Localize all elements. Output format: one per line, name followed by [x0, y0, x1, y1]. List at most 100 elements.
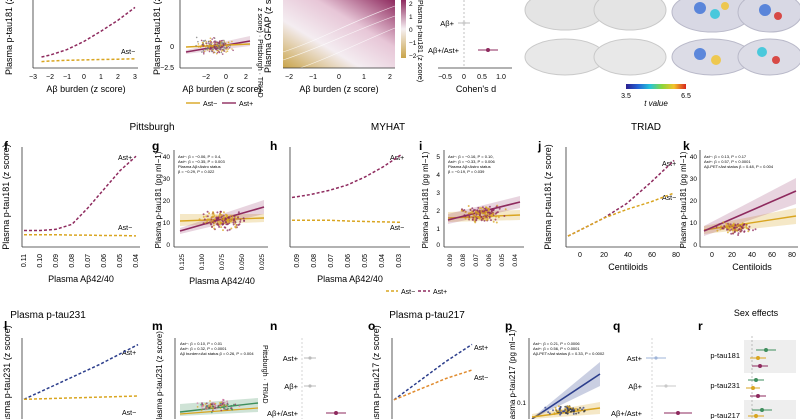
panel-m-point	[201, 402, 203, 405]
panel-k-point	[737, 225, 740, 228]
panel-i-point	[490, 215, 493, 218]
panel-m-point	[224, 408, 227, 411]
panel-i-xtick: 0.07	[473, 254, 480, 267]
panel-p-point	[579, 406, 582, 409]
panel-k-xtick: 0	[710, 252, 714, 259]
panel-p-point	[569, 407, 572, 410]
panel-g-point	[225, 216, 228, 218]
panel-m-point	[225, 404, 228, 407]
panel-d-xtick: 0	[462, 74, 466, 81]
panel-label-f: f	[4, 139, 9, 153]
panel-k-point	[752, 229, 754, 232]
panel-j-xtick: 40	[624, 252, 632, 259]
panel-m-point	[206, 404, 209, 407]
panel-b-point	[200, 39, 203, 42]
brain-grey-2	[593, 0, 667, 31]
panel-i-point	[474, 210, 477, 213]
panel-m-ylabel: Plasma p-tau231 (z score)	[155, 331, 164, 419]
panel-c-xlabel: Aβ burden (z score)	[299, 84, 378, 94]
panel-g-point	[228, 220, 231, 223]
panel-a: Plasma p-tau181 (z Aβ burden (z score) A…	[4, 0, 138, 94]
panel-i-xtick: 0.04	[512, 254, 519, 267]
panel-b-point	[205, 48, 208, 50]
panel-b-point	[197, 46, 200, 48]
panel-g-point	[232, 219, 235, 222]
panel-g-point	[218, 225, 221, 228]
panel-b-point	[216, 44, 218, 47]
panel-g-point	[221, 223, 224, 226]
panel-p-point	[567, 409, 570, 412]
panel-h-xtick: 0.05	[362, 254, 369, 268]
panel-r-point	[756, 394, 760, 398]
panel-i-point	[472, 216, 475, 219]
panel-h: 0.09 0.08 0.07 0.06 0.05 0.04 0.03 Plasm…	[289, 147, 410, 284]
panel-b-point	[209, 44, 211, 46]
panel-e-cbar-min: 3.5	[621, 93, 631, 100]
panel-m-point	[226, 400, 229, 403]
panel-p-ytick: 0.1	[517, 400, 526, 407]
panel-i-point	[484, 206, 487, 209]
panel-m-stat: Aβ burden×Ast status β = 0.26, P = 0.004	[180, 351, 254, 356]
panel-p-point	[554, 406, 557, 409]
panel-r-row: p-tau217	[710, 411, 740, 419]
panel-h-xtick: 0.07	[328, 254, 335, 268]
panel-i-point	[484, 217, 487, 220]
panel-i-point	[480, 209, 483, 212]
panel-b-point	[213, 51, 215, 53]
panel-g-point	[224, 218, 227, 221]
panel-k-point	[737, 234, 740, 236]
panel-a-ylabel: Plasma p-tau181 (z	[4, 0, 14, 75]
panel-b-point	[203, 51, 205, 54]
panel-i-point	[480, 207, 483, 210]
panel-k-point	[748, 225, 751, 228]
panel-m-point	[212, 407, 215, 410]
panel-b-point	[218, 46, 220, 48]
panel-g-point	[234, 217, 237, 220]
panel-p-point	[557, 405, 560, 408]
panel-g-point	[234, 225, 237, 228]
panel-i-xtick: 0.06	[486, 254, 493, 267]
panel-b-point	[211, 38, 213, 40]
panel-c-side-label: Plasma p-tau181 (z score)	[416, 0, 423, 82]
panel-d-xtick: −0.5	[438, 74, 452, 81]
panel-label-j: j	[537, 139, 541, 153]
panel-b-point	[204, 46, 207, 48]
panel-p: Plasma p-tau217 (pg ml−1) 0.1 Ast−: β = …	[508, 329, 605, 419]
panel-b-point	[216, 42, 218, 44]
panel-j-xtick: 0	[578, 252, 582, 259]
panel-h-xtick: 0.03	[396, 254, 403, 268]
panel-a-label-neg: Ast−	[121, 49, 135, 56]
panel-b-point	[203, 53, 205, 55]
panel-c-cbar-tick: −2	[409, 53, 417, 60]
panel-j: Plasma p-tau181 (z score) 0 20 40 60 80 …	[543, 144, 684, 272]
panel-f: Plasma p-tau181 (z score) 0.11 0.10 0.09…	[1, 144, 140, 284]
panel-d-xlabel: Cohen's d	[456, 84, 496, 94]
panel-g-point	[231, 217, 234, 219]
panel-g-xtick: 0.025	[259, 254, 266, 271]
panel-j-ylabel: Plasma p-tau181 (z score)	[543, 144, 553, 250]
panel-g-point	[232, 221, 235, 224]
panel-m-point	[219, 407, 222, 410]
panel-d-xtick: 1.0	[496, 74, 506, 81]
panel-k-point	[733, 227, 735, 229]
panel-b-point	[225, 46, 228, 48]
panel-b-point	[201, 41, 204, 44]
panel-label-p: p	[505, 319, 512, 333]
panel-l-label-neg: Ast−	[122, 410, 136, 417]
panel-d: Aβ+ Aβ+/Ast+ −0.5 0 0.5 1.0 Cohen's d	[428, 0, 512, 94]
brain-grey-3	[524, 38, 606, 76]
panel-g-point	[228, 216, 231, 219]
panel-b-point	[208, 50, 211, 53]
panel-p-point	[566, 410, 569, 413]
panel-b-xlabel: Aβ burden (z score)	[182, 84, 261, 94]
panel-r-row: p-tau181	[710, 351, 740, 360]
panel-b-point	[213, 37, 215, 39]
panel-b-point	[205, 42, 207, 44]
panel-f-xtick: 0.05	[117, 254, 124, 268]
panel-m-point	[206, 407, 209, 410]
panel-i-point	[496, 211, 499, 214]
panel-p-stat: Ast−: β = 0.21, P = 0.0006	[533, 341, 580, 346]
panel-e-cbar-label: t value	[644, 99, 668, 108]
panel-b-point	[220, 50, 223, 52]
panel-i-stat: Plasma Aβ×Astro status	[448, 164, 491, 169]
